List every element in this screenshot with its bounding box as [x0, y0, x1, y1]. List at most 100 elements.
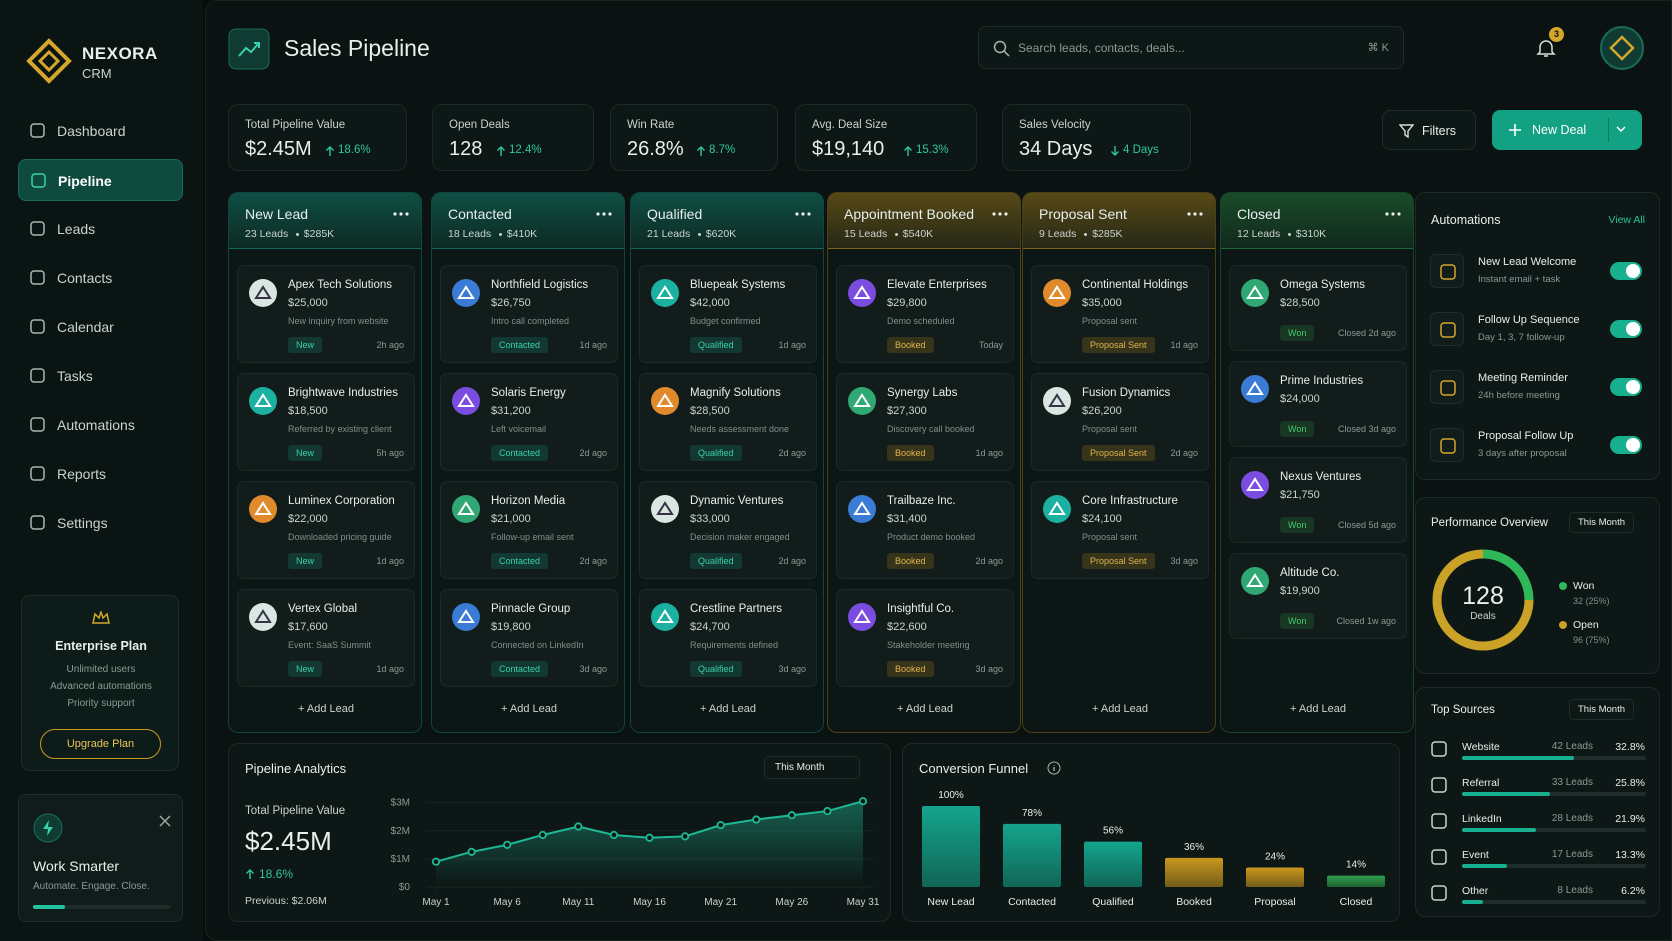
filters-button[interactable]: Filters [1382, 110, 1476, 150]
toggle[interactable] [1610, 262, 1642, 280]
nav-item[interactable]: Tasks [18, 355, 183, 397]
toggle-knob [1626, 438, 1640, 452]
nav-item[interactable]: Pipeline [18, 159, 183, 201]
lead-card[interactable]: Northfield Logistics $26,750 Intro call co… [440, 265, 618, 363]
donut-value: 128 [1462, 582, 1504, 610]
lead-card[interactable]: Omega Systems $28,500 Won Closed 2d ago [1229, 265, 1407, 351]
card-note: Proposal sent [1082, 316, 1138, 326]
nav-item[interactable]: Calendar [18, 306, 183, 348]
search-box[interactable]: Search leads, contacts, deals... ⌘ K [978, 26, 1404, 69]
automation-icon [1430, 254, 1464, 288]
bell-shape [1536, 40, 1556, 57]
lead-card[interactable]: Synergy Labs $27,300 Discovery call booked… [836, 373, 1014, 471]
nav-item[interactable]: Dashboard [18, 110, 183, 152]
plan-feature: Unlimited users [66, 664, 136, 675]
lead-card[interactable]: Continental Holdings $35,000 Proposal sent… [1031, 265, 1209, 363]
panel-title: Pipeline Analytics [245, 761, 347, 776]
add-lead[interactable]: + Add Lead [501, 703, 557, 715]
lead-card[interactable]: Pinnacle Group $19,800 Connected on Linked… [440, 589, 618, 687]
add-lead[interactable]: + Add Lead [700, 703, 756, 715]
plus-icon [1509, 124, 1521, 136]
y-tick-label: $2M [391, 826, 410, 837]
new-deal-button[interactable]: New Deal [1492, 110, 1642, 150]
upgrade-button[interactable]: Upgrade Plan [40, 729, 161, 759]
lead-card[interactable]: Luminex Corporation $22,000 Downloaded pri… [237, 481, 415, 579]
status-tag: Won [1280, 421, 1315, 437]
column-total: $285K [1092, 228, 1123, 240]
toggle[interactable] [1610, 378, 1642, 396]
dot [801, 212, 805, 216]
value-label: 56% [1103, 826, 1123, 837]
lead-card[interactable]: Trailbaze Inc. $31,400 Product demo booked… [836, 481, 1014, 579]
nav-item[interactable]: Settings [18, 502, 183, 544]
toggle[interactable] [1610, 436, 1642, 454]
source-name: Referral [1462, 777, 1500, 789]
kpi-change: 4 Days [1123, 144, 1159, 156]
donut-segment [1432, 549, 1534, 651]
logo-circle [1241, 279, 1269, 307]
period-select[interactable]: This Month [1569, 512, 1634, 533]
separator-dot [295, 233, 299, 236]
kpi-value: 34 Days [1019, 138, 1093, 160]
lead-card[interactable]: Vertex Global $17,600 Event: SaaS Summit Ne… [237, 589, 415, 687]
nav-item[interactable]: Contacts [18, 257, 183, 299]
add-lead[interactable]: + Add Lead [298, 703, 354, 715]
dot [405, 212, 409, 216]
add-lead[interactable]: + Add Lead [1092, 703, 1148, 715]
lead-card[interactable]: Magnify Solutions $28,500 Needs assessment… [639, 373, 817, 471]
lead-card[interactable]: Altitude Co. $19,900 Won Closed 1w ago [1229, 553, 1407, 639]
automation-sub: 24h before meeting [1478, 390, 1560, 401]
logo-circle [848, 387, 876, 415]
notification-badge[interactable]: 3 [1549, 27, 1564, 42]
deal-amount: $28,500 [690, 405, 730, 417]
lead-card[interactable]: Nexus Ventures $21,750 Won Closed 5d ago [1229, 457, 1407, 543]
lead-card[interactable]: Fusion Dynamics $26,200 Proposal sent Propo… [1031, 373, 1209, 471]
nav-item[interactable]: Automations [18, 404, 183, 446]
dot [992, 212, 996, 216]
lead-card[interactable]: Horizon Media $21,000 Follow-up email sent… [440, 481, 618, 579]
company-logo [1241, 471, 1269, 499]
more-menu [596, 212, 612, 216]
add-lead[interactable]: + Add Lead [897, 703, 953, 715]
column-title: New Lead [245, 206, 309, 222]
view-all[interactable]: View All [1608, 214, 1645, 226]
share-bar [1462, 828, 1537, 832]
nav-item[interactable]: Leads [18, 208, 183, 250]
lead-card[interactable]: Crestline Partners $24,700 Requirements de… [639, 589, 817, 687]
dot [795, 212, 799, 216]
bar [1003, 823, 1061, 887]
add-lead[interactable]: + Add Lead [1290, 703, 1346, 715]
lead-card[interactable]: Elevate Enterprises $29,800 Demo scheduled… [836, 265, 1014, 363]
arrow [326, 146, 334, 156]
lead-card[interactable]: Prime Industries $24,000 Won Closed 3d ago [1229, 361, 1407, 447]
value-label: 78% [1022, 808, 1042, 819]
lead-card[interactable]: Dynamic Ventures $33,000 Decision maker en… [639, 481, 817, 579]
nav-item[interactable]: Reports [18, 453, 183, 495]
sources-panel: Top Sources This Month Website 42 Leads 32.8… [1415, 687, 1660, 917]
share-bar [1462, 864, 1508, 868]
lead-card[interactable]: Brightwave Industries $18,500 Referred by … [237, 373, 415, 471]
card-time: 2d ago [579, 448, 607, 458]
point [716, 821, 725, 830]
icon-shape [1440, 264, 1456, 280]
lead-card[interactable]: Bluepeak Systems $42,000 Budget confirmed Q… [639, 265, 817, 363]
logo-circle [1241, 567, 1269, 595]
period-select[interactable]: This Month [1569, 699, 1634, 720]
lead-card[interactable]: Solaris Energy $31,200 Left voicemail Conta… [440, 373, 618, 471]
card-time: 3d ago [1170, 556, 1198, 566]
header-icon-box [228, 28, 270, 70]
deal-amount: $17,600 [288, 621, 328, 633]
lead-card[interactable]: Core Infrastructure $24,100 Proposal sent P… [1031, 481, 1209, 579]
card-note: Intro call completed [491, 316, 570, 326]
lead-card[interactable]: Insightful Co. $22,600 Stakeholder meeting… [836, 589, 1014, 687]
card-note: Product demo booked [887, 532, 976, 542]
automation-icon [1430, 428, 1464, 462]
card-note: Proposal sent [1082, 532, 1138, 542]
board-column: Proposal Sent 9 Leads $285K Continental Hol… [1022, 192, 1216, 733]
deal-amount: $24,700 [690, 621, 730, 633]
toggle[interactable] [1610, 320, 1642, 338]
nav-label: Reports [57, 466, 107, 482]
lead-card[interactable]: Apex Tech Solutions $25,000 New inquiry fr… [237, 265, 415, 363]
period-select[interactable]: This Month [764, 756, 860, 779]
